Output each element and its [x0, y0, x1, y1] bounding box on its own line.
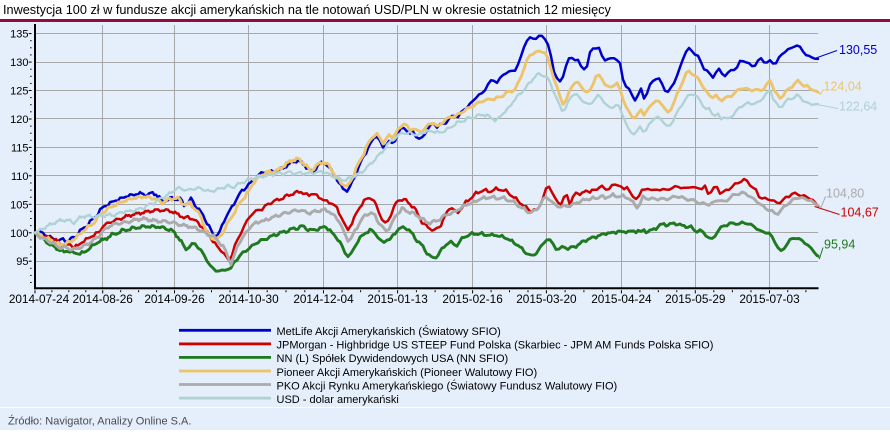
svg-text:125: 125 — [10, 86, 28, 98]
svg-text:2015-07-03: 2015-07-03 — [739, 292, 800, 306]
svg-text:122,64: 122,64 — [839, 100, 877, 114]
svg-text:Pioneer Akcji Amerykańskich (P: Pioneer Akcji Amerykańskich (Pioneer Wal… — [277, 367, 538, 379]
svg-text:2015-01-13: 2015-01-13 — [367, 292, 428, 306]
svg-text:2014-09-26: 2014-09-26 — [144, 292, 205, 306]
svg-text:2014-10-30: 2014-10-30 — [218, 292, 279, 306]
svg-text:MetLife Akcji Amerykańskich (Ś: MetLife Akcji Amerykańskich (Światowy SF… — [277, 325, 501, 338]
svg-text:124,04: 124,04 — [824, 80, 862, 94]
svg-text:2014-12-04: 2014-12-04 — [293, 292, 354, 306]
svg-text:104,80: 104,80 — [826, 187, 864, 201]
svg-text:2015-03-20: 2015-03-20 — [516, 292, 577, 306]
svg-text:2015-02-16: 2015-02-16 — [442, 292, 503, 306]
svg-text:NN (L) Spółek Dywidendowych US: NN (L) Spółek Dywidendowych USA (NN SFIO… — [277, 353, 509, 365]
svg-text:105: 105 — [10, 199, 28, 211]
svg-text:PKO Akcji Rynku Amerykańskiego: PKO Akcji Rynku Amerykańskiego (Światowy… — [277, 379, 618, 392]
svg-text:130,55: 130,55 — [839, 43, 877, 57]
svg-text:2015-05-29: 2015-05-29 — [665, 292, 725, 306]
svg-text:Inwestycja 100 zł w fundusze a: Inwestycja 100 zł w fundusze akcji amery… — [3, 3, 612, 17]
svg-text:115: 115 — [11, 142, 29, 154]
svg-text:2014-07-24: 2014-07-24 — [9, 292, 70, 306]
svg-text:135: 135 — [10, 29, 28, 41]
svg-text:104,67: 104,67 — [841, 206, 879, 220]
svg-text:100: 100 — [10, 228, 28, 240]
svg-text:120: 120 — [10, 114, 28, 126]
svg-text:2014-08-26: 2014-08-26 — [73, 292, 134, 306]
svg-text:Źródło: Navigator, Analizy Onl: Źródło: Navigator, Analizy Online S.A. — [8, 415, 191, 428]
svg-text:2015-04-24: 2015-04-24 — [591, 292, 652, 306]
svg-text:USD - dolar amerykański: USD - dolar amerykański — [277, 394, 399, 406]
svg-text:JPMorgan - Highbridge US STEEP: JPMorgan - Highbridge US STEEP Fund Pols… — [277, 340, 714, 352]
svg-text:110: 110 — [11, 171, 29, 183]
svg-text:95,94: 95,94 — [824, 238, 855, 252]
svg-text:130: 130 — [10, 57, 28, 69]
svg-text:95: 95 — [16, 256, 28, 268]
